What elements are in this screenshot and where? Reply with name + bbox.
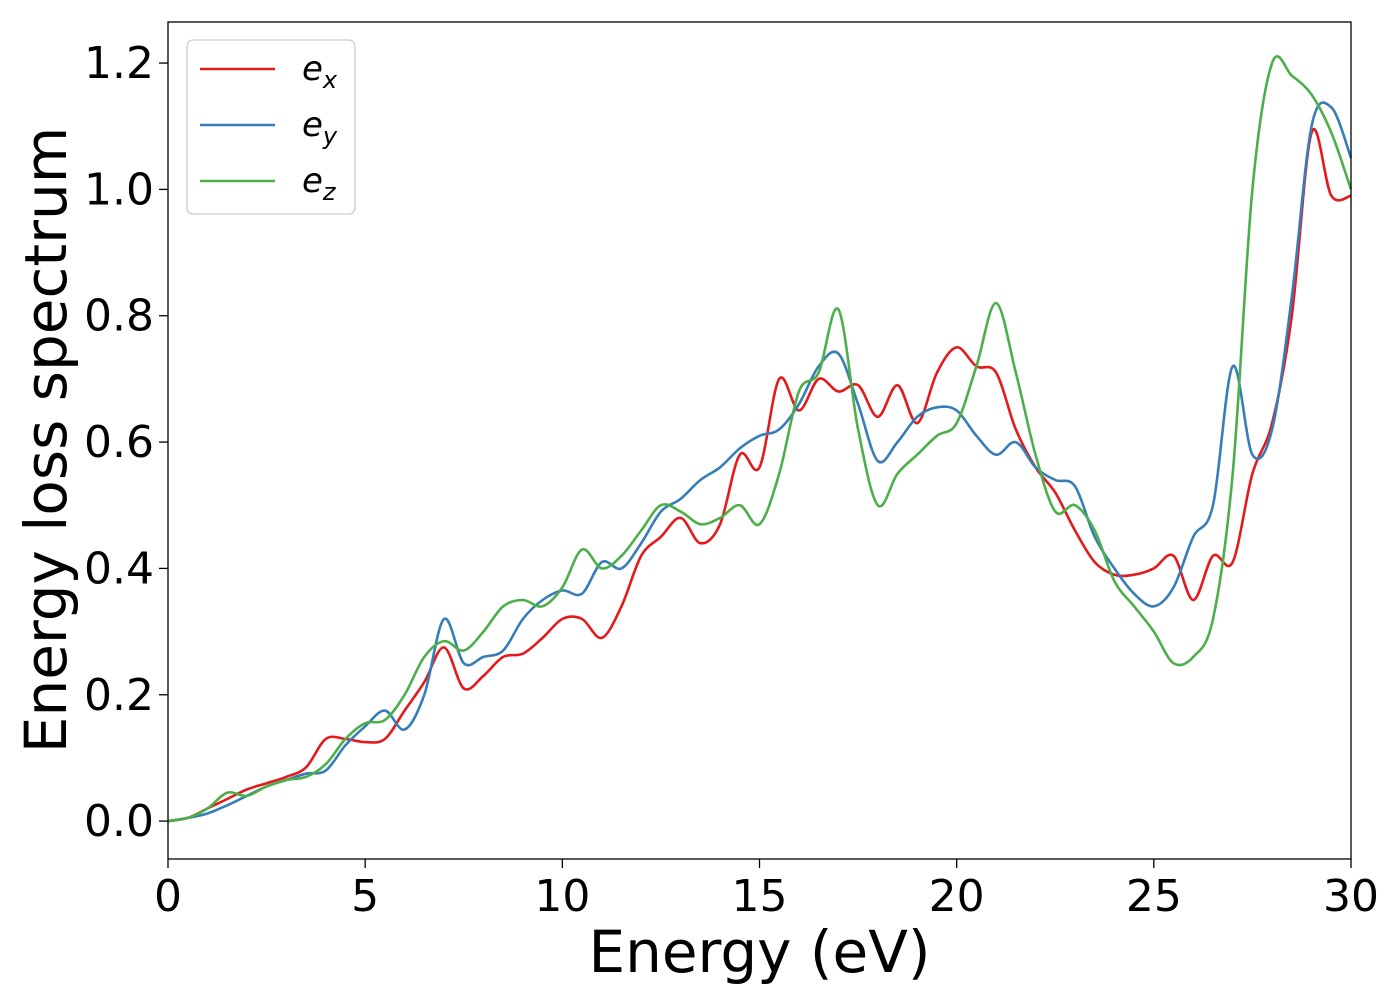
x-tick-label: 5	[351, 871, 379, 922]
legend: ex ey ez	[186, 39, 356, 215]
x-axis: 0 5 10 15 20 25 30	[154, 859, 1379, 922]
series-layer	[167, 55, 1353, 823]
legend-box	[186, 39, 356, 215]
y-tick-label: 0.2	[84, 670, 154, 721]
x-tick-label: 20	[929, 871, 985, 922]
x-tick-label: 0	[154, 871, 182, 922]
y-tick-label: 1.0	[84, 164, 154, 215]
y-tick-label: 0.4	[84, 543, 154, 594]
y-tick-label: 0.6	[84, 417, 154, 468]
x-tick-label: 10	[534, 871, 590, 922]
x-tick-label: 30	[1323, 871, 1379, 922]
y-tick-label: 1.2	[84, 38, 154, 89]
y-axis: 0.0 0.2 0.4 0.6 0.8 1.0 1.2	[84, 38, 168, 847]
y-tick-label: 0.0	[84, 796, 154, 847]
y-axis-label: Energy loss spectrum	[12, 127, 80, 753]
legend-label-z: ez	[302, 161, 337, 206]
legend-label-y: ey	[302, 105, 338, 150]
x-tick-label: 15	[732, 871, 788, 922]
y-tick-label: 0.8	[84, 291, 154, 342]
series-line-x	[167, 127, 1352, 823]
legend-label-x: ex	[302, 49, 338, 94]
series-line-z	[167, 55, 1353, 823]
x-tick-label: 25	[1126, 871, 1182, 922]
x-axis-label: Energy (eV)	[588, 918, 930, 986]
